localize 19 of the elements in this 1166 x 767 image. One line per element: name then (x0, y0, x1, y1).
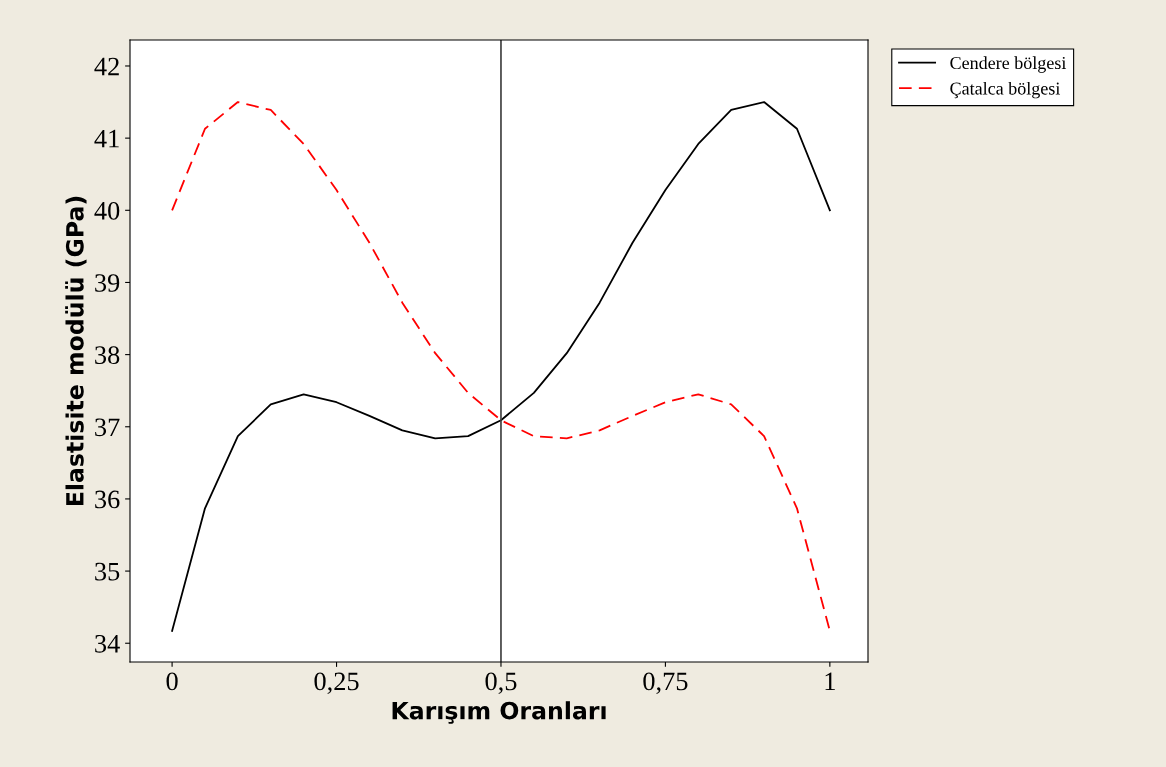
y-tick-label: 34 (95, 634, 120, 653)
y-tick-label: 42 (94, 57, 119, 76)
x-tick-label: 0 (166, 672, 178, 691)
x-tick-label: 0,75 (643, 672, 688, 695)
y-tick-label: 41 (94, 129, 119, 148)
legend-label: Çatalca bölgesi (950, 81, 1061, 99)
x-tick-label: 1 (825, 672, 835, 691)
x-tick-label: 0,5 (485, 672, 517, 695)
x-axis-title: Karışım Oranları (392, 701, 606, 724)
y-axis-title: Elastisite modülü (GPa) (65, 196, 87, 506)
line-series (171, 101, 831, 632)
legend-label: Cendere bölgesi (950, 56, 1067, 73)
x-tick-label: 0,25 (314, 672, 359, 695)
y-tick-label: 38 (95, 346, 120, 365)
y-tick-label: 36 (95, 490, 120, 509)
y-tick-label: 35 (95, 562, 120, 581)
y-tick-label: 40 (94, 201, 120, 220)
y-tick-label: 37 (95, 418, 120, 437)
y-tick-label: 39 (95, 274, 120, 292)
